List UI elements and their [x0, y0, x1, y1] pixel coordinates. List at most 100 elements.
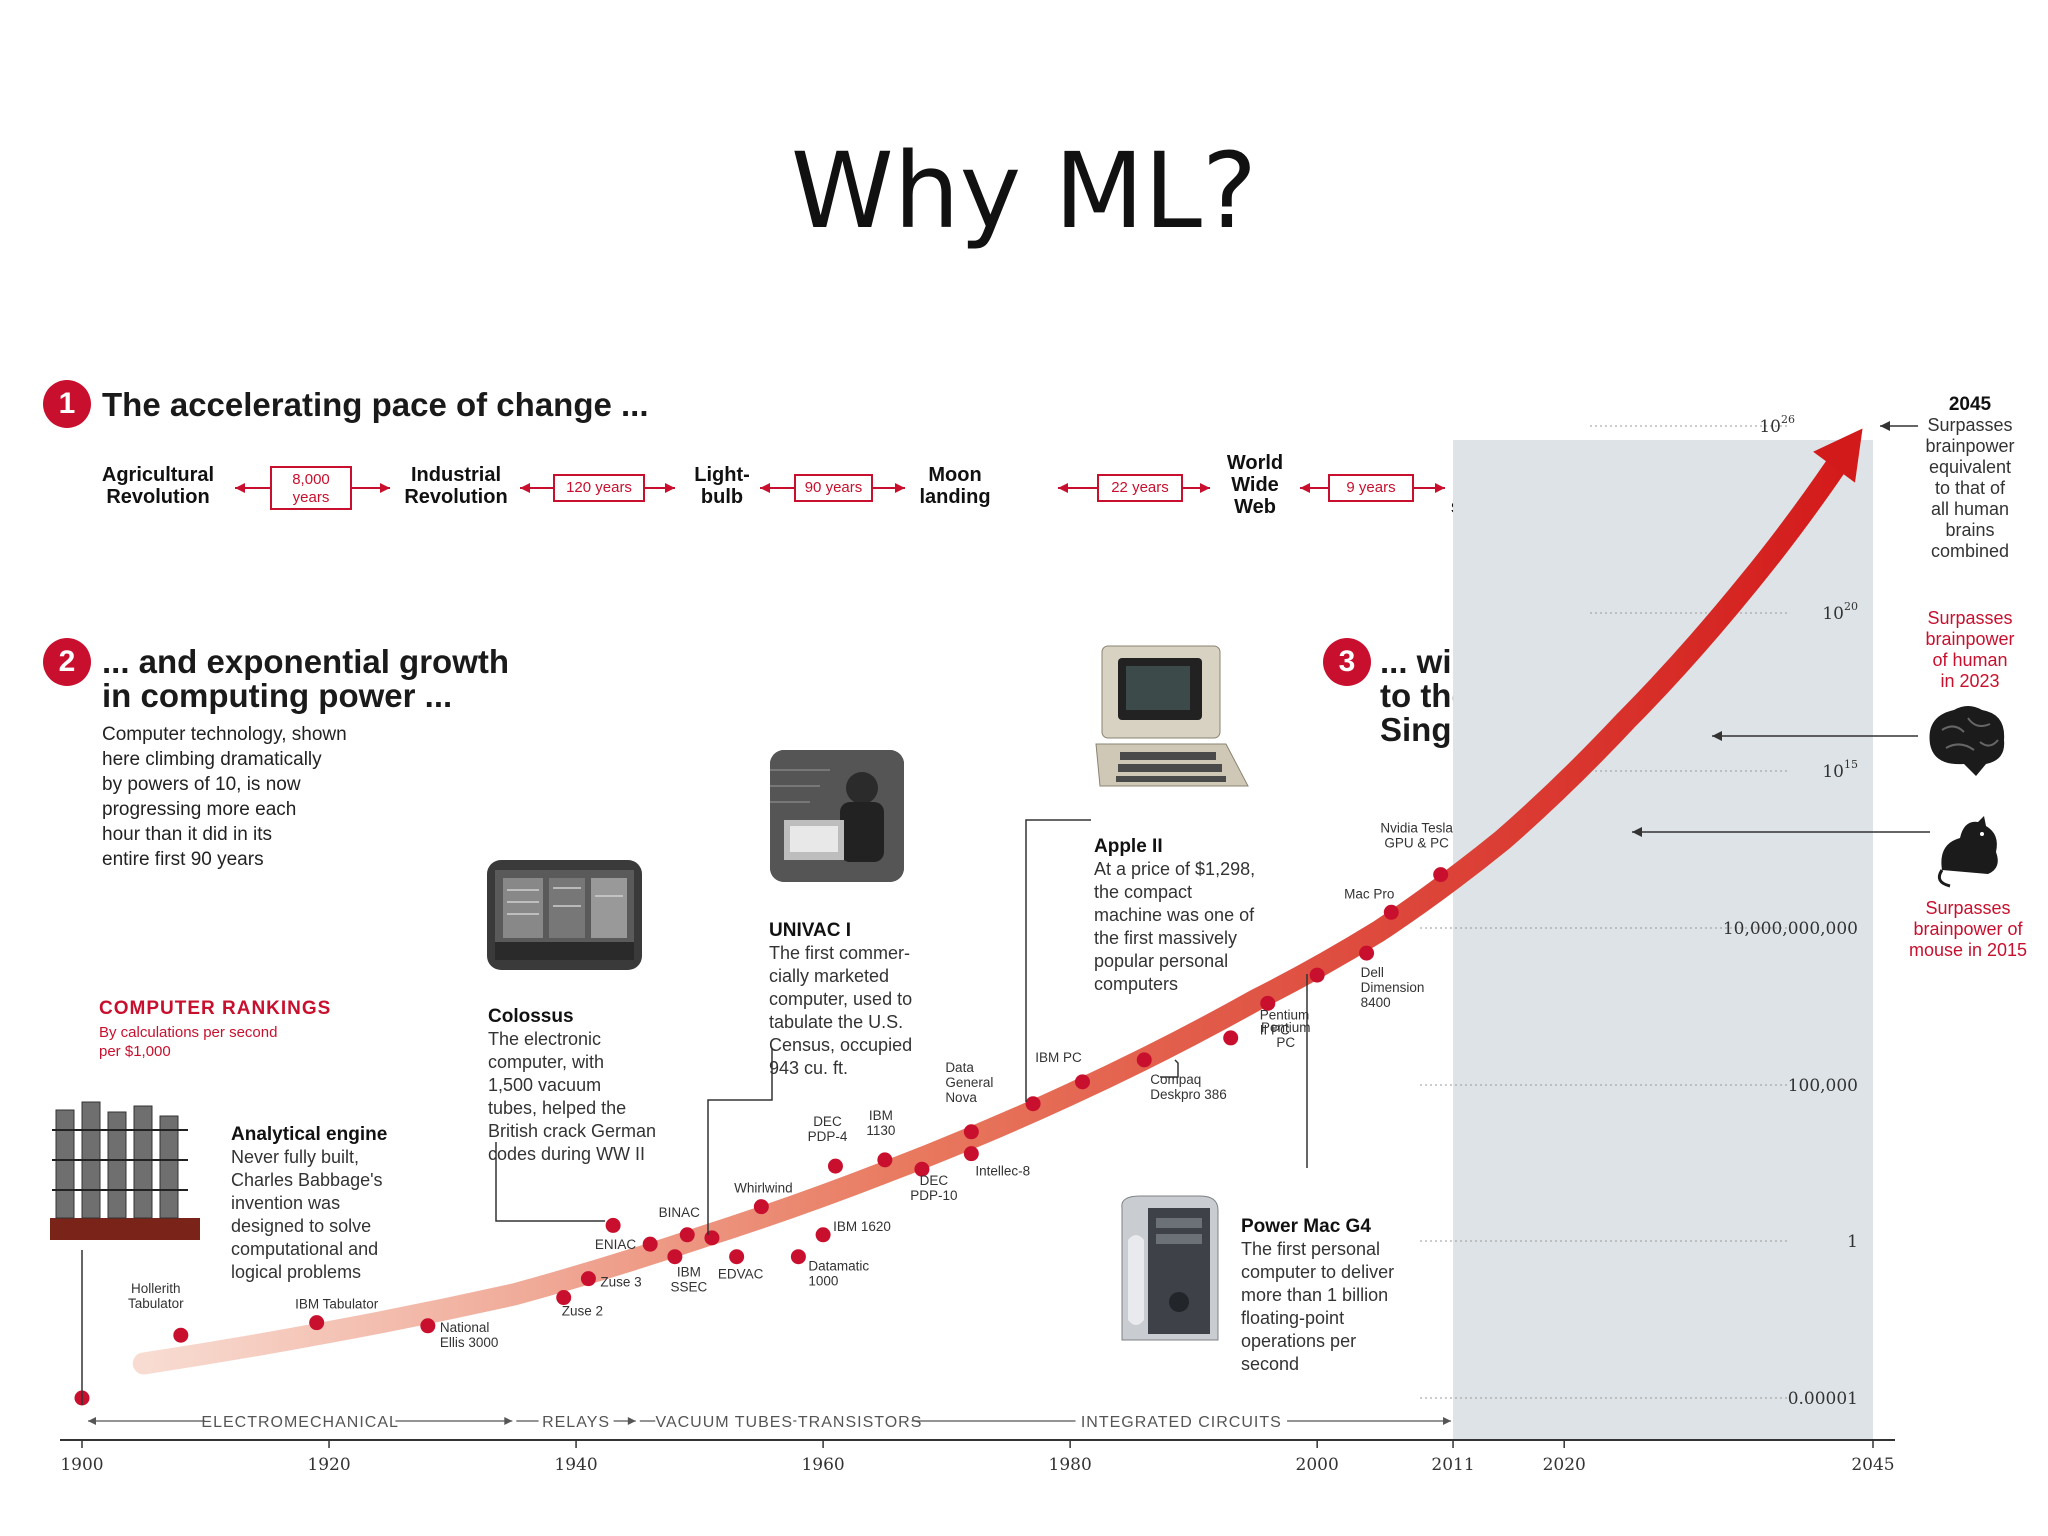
growth-curve — [132, 436, 1860, 1375]
data-point-label: BINAC — [659, 1205, 701, 1220]
section-2-heading: ... and exponential growth in computing … — [102, 643, 510, 714]
era-label: ELECTROMECHANICAL — [201, 1414, 398, 1431]
data-point-label: Intellec-8 — [975, 1164, 1030, 1179]
section-2-badge: 2 — [43, 638, 91, 686]
x-tick-label: 1960 — [801, 1455, 844, 1475]
era-label: RELAYS — [542, 1414, 610, 1431]
era-label-bg — [655, 1411, 794, 1431]
arrow-human-head — [1712, 731, 1722, 741]
data-point — [1309, 967, 1325, 983]
timeline-era: Moon landing — [919, 464, 991, 508]
era-arrowhead — [627, 1417, 636, 1425]
data-point-label: Pentium II PC — [1260, 1007, 1310, 1037]
callout-apple-ii: Apple II At a price of $1,298, the compac… — [1094, 812, 1255, 996]
rankings-heading: COMPUTER RANKINGS — [99, 998, 332, 1019]
data-point — [815, 1227, 831, 1243]
callout-body: Never fully built, Charles Babbage's inv… — [231, 1147, 383, 1282]
data-point-label: Whirlwind — [734, 1181, 793, 1196]
y-tick-superscript: 15 — [1844, 758, 1858, 771]
data-point — [790, 1249, 806, 1265]
human-brain-icon — [1929, 706, 2005, 776]
era-arrowhead — [1443, 1417, 1452, 1425]
data-point-label: National Ellis 3000 — [440, 1320, 499, 1350]
y-tick-superscript: 20 — [1844, 600, 1858, 613]
callout-title: Colossus — [488, 1006, 574, 1027]
era-label-bg — [538, 1411, 614, 1431]
y-tick-label: 1 — [1847, 1232, 1858, 1252]
data-point-label: Mac Pro — [1344, 886, 1394, 901]
leader-colossus — [495, 1142, 606, 1222]
analytical-engine-icon — [50, 1101, 200, 1240]
data-point — [827, 1158, 843, 1174]
data-point — [667, 1249, 683, 1265]
x-tick-label: 1980 — [1049, 1455, 1092, 1475]
data-point-label: DEC PDP-4 — [808, 1114, 848, 1144]
leader-pentium-pc — [1160, 1059, 1179, 1078]
rankings-subheading: By calculations per second per $1,000 — [99, 1024, 278, 1060]
y-tick-label: 10,000,000,000 — [1723, 919, 1858, 939]
timeline-era: Light- bulb — [694, 464, 750, 508]
section-2-body: Computer technology, shown here climbing… — [102, 724, 347, 870]
section-3-badge: 3 — [1323, 638, 1371, 686]
x-tick-label: 2045 — [1851, 1455, 1894, 1475]
data-point — [1074, 1074, 1090, 1090]
data-point — [877, 1152, 893, 1168]
callout-title: Power Mac G4 — [1241, 1216, 1371, 1237]
data-point — [729, 1249, 745, 1265]
leader-apple — [1025, 819, 1091, 1102]
y-tick-label: 1026 — [1759, 413, 1795, 437]
slide-title: Why ML? — [790, 130, 1258, 252]
x-tick-label: 2000 — [1296, 1455, 1339, 1475]
era-label-bg — [1075, 1411, 1288, 1431]
data-point-label: Dell Dimension 8400 — [1361, 965, 1425, 1010]
x-tick-label: 1940 — [554, 1455, 597, 1475]
callout-title: Analytical engine — [231, 1124, 388, 1145]
era-label-bg — [796, 1411, 924, 1431]
timeline-era: Agricultural Revolution — [101, 464, 215, 508]
x-tick-label: 1900 — [60, 1455, 103, 1475]
callout-colossus: Colossus The electronic computer, with 1,… — [488, 982, 656, 1166]
data-point — [963, 1124, 979, 1140]
data-point-label: IBM Tabulator — [295, 1297, 379, 1312]
data-point-label: Zuse 3 — [600, 1275, 641, 1290]
data-point-label: IBM PC — [1035, 1050, 1082, 1065]
timeline-gap: 90 years — [794, 474, 873, 502]
data-point-label: IBM SSEC — [670, 1265, 707, 1295]
data-point — [1223, 1030, 1239, 1046]
y-tick-label: 1020 — [1822, 600, 1858, 624]
data-point — [1359, 945, 1375, 961]
annotation-2045-text: Surpasses brainpower equivalent to that … — [1925, 415, 2015, 561]
data-point-label: Data General Nova — [945, 1060, 993, 1105]
x-tick-label: 2011 — [1431, 1455, 1474, 1475]
data-point-label: Pentium PC — [1261, 1020, 1311, 1050]
data-point — [1136, 1052, 1152, 1068]
data-point — [556, 1290, 572, 1306]
callout-body: The first commer- cially marketed comput… — [769, 943, 913, 1078]
era-label: VACUUM TUBES — [655, 1414, 793, 1431]
timeline-era: Industrial Revolution — [404, 464, 508, 508]
callout-body: The electronic computer, with 1,500 vacu… — [488, 1029, 657, 1164]
x-tick-label: 2020 — [1543, 1455, 1586, 1475]
section-1-heading: The accelerating pace of change ... — [102, 386, 649, 423]
data-point-label: ENIAC — [595, 1237, 637, 1252]
data-point-label: Nvidia Tesla GPU & PC — [1380, 821, 1453, 851]
data-point-label: Datamatic 1000 — [808, 1259, 869, 1289]
arrow-mouse-head — [1632, 827, 1642, 837]
leader-univac — [707, 1048, 773, 1235]
era-label: TRANSISTORS — [798, 1414, 923, 1431]
timeline-gap: 8,000 years — [270, 466, 352, 510]
timeline-gap: 9 years — [1328, 474, 1414, 502]
data-point-label: Compaq Deskpro 386 — [1150, 1072, 1227, 1102]
colossus-photo — [487, 860, 642, 970]
callout-univac: UNIVAC I The first commer- cially markete… — [769, 896, 912, 1080]
x-tick-label: 1920 — [307, 1455, 350, 1475]
data-point — [605, 1217, 621, 1233]
callout-body: The first personal computer to deliver m… — [1241, 1239, 1395, 1374]
data-point — [309, 1315, 325, 1331]
annotation-2045: 2045 Surpasses brainpower equivalent to t… — [1900, 394, 2040, 562]
callout-power-mac: Power Mac G4 The first personal computer … — [1241, 1192, 1394, 1376]
data-point — [173, 1327, 189, 1343]
data-point — [963, 1146, 979, 1162]
timeline-gap: 120 years — [553, 474, 645, 502]
